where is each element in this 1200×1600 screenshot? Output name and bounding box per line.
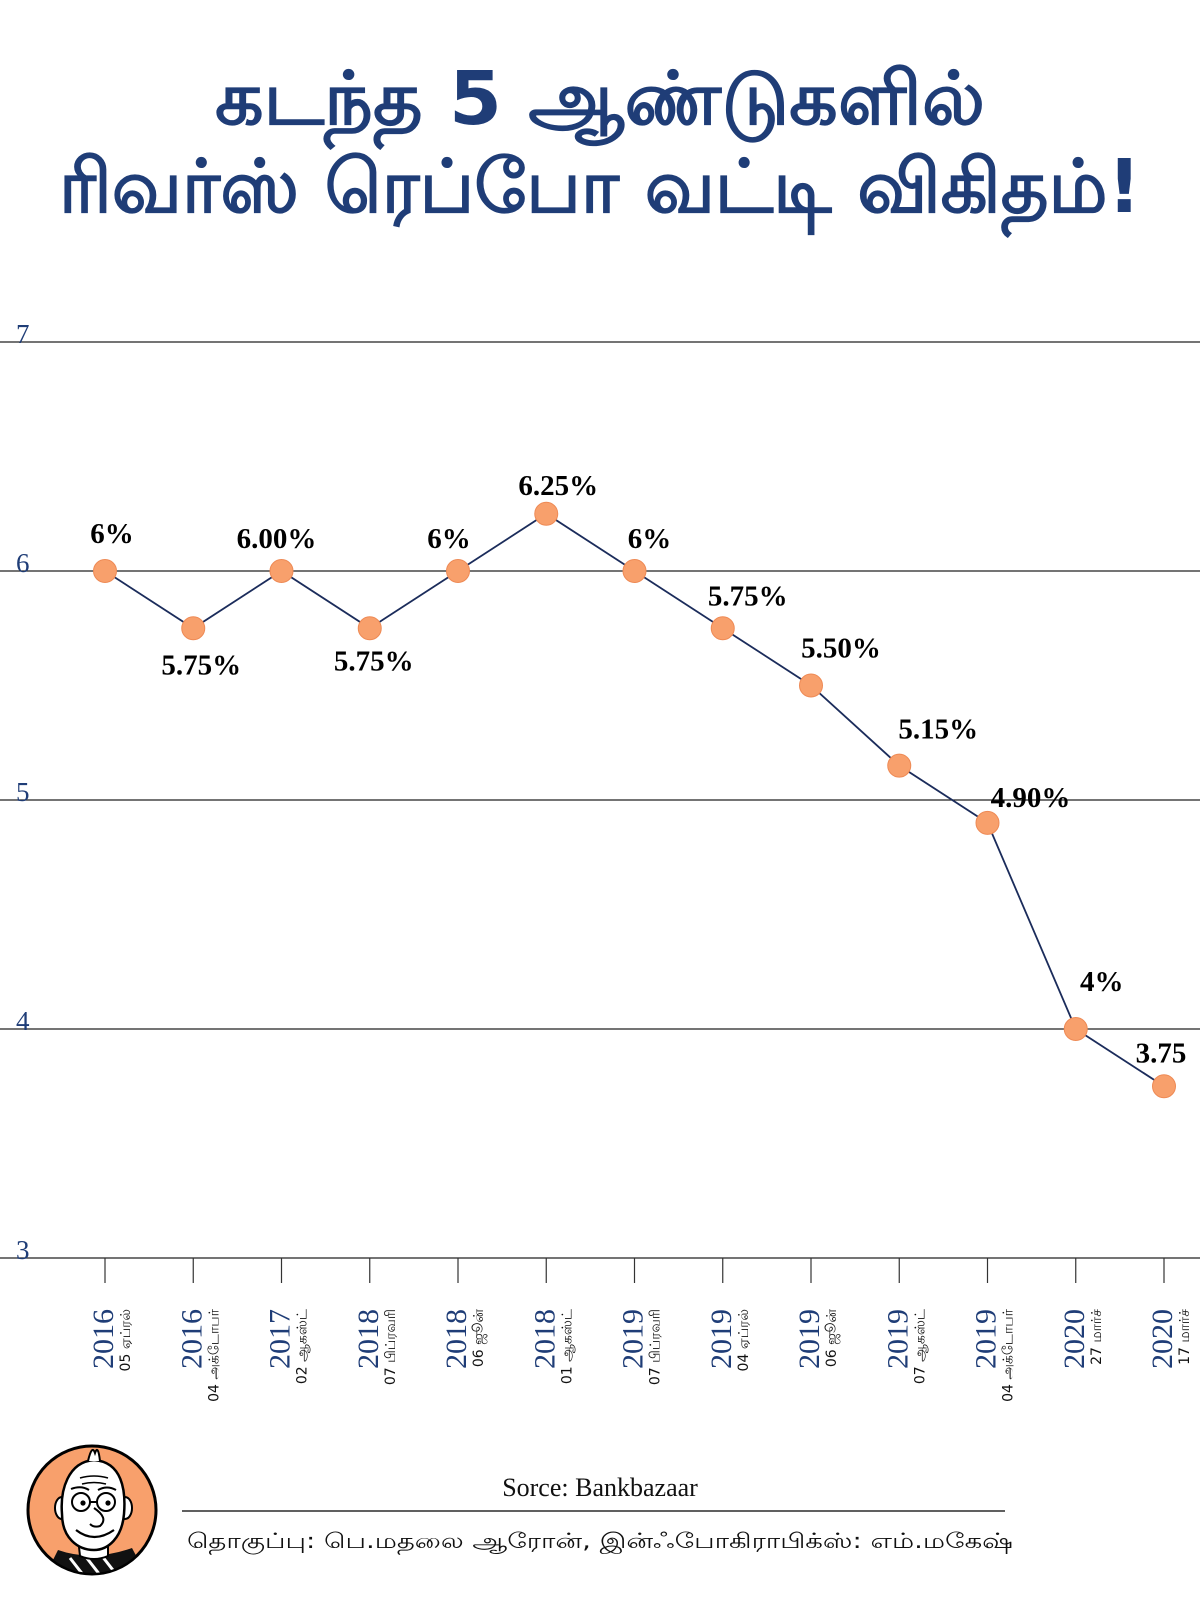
- data-point-marker: [799, 673, 823, 698]
- data-point-marker: [269, 559, 294, 583]
- data-point-marker: [887, 753, 912, 778]
- y-tick-label: 3: [16, 1235, 30, 1265]
- y-tick-label: 7: [16, 319, 30, 349]
- credits-line: தொகுப்பு: பெ.மதலை ஆரோன், இன்ஃபோகிராபிக்ஸ…: [187, 1529, 1013, 1555]
- data-point-marker: [181, 616, 206, 641]
- data-label: 6%: [90, 518, 134, 550]
- x-tick-label-year: 2019: [793, 1309, 826, 1369]
- data-label: 5.15%: [898, 714, 978, 746]
- data-point-marker: [534, 501, 559, 526]
- x-tick-label-year: 2017: [264, 1309, 297, 1369]
- x-tick-label-year: 2019: [705, 1309, 738, 1369]
- x-tick-label-date: 01 ஆகஸ்ட்: [559, 1309, 575, 1384]
- y-tick-label: 4: [16, 1006, 30, 1036]
- y-axis-labels: 7 6 5 4 3: [16, 319, 30, 1265]
- gridlines: [0, 341, 1200, 1259]
- logo-hair-tuft: [87, 1448, 101, 1462]
- data-labels: 6% 5.75% 6.00% 5.75% 6% 6.25% 6% 5.75% 5.50% 5.15…: [90, 470, 1186, 1070]
- data-label: 5.75%: [708, 580, 788, 612]
- x-tick-label-year: 2019: [881, 1309, 914, 1369]
- x-tick-label-year: 2016: [175, 1309, 208, 1369]
- source-note: Sorce: Bankbazaar: [502, 1473, 698, 1502]
- logo-pupil-right: [105, 1500, 111, 1506]
- data-point-marker: [1152, 1074, 1176, 1099]
- x-tick-label-date: 02 ஆகஸ்ட்: [295, 1309, 311, 1384]
- data-label: 6%: [628, 523, 672, 555]
- data-label: 5.75%: [334, 645, 414, 677]
- y-tick-label: 6: [16, 548, 30, 578]
- x-tick-label-date: 07 பிப்ரவரி: [648, 1309, 664, 1385]
- caricature-face-icon: [42, 1448, 150, 1573]
- data-point-marker: [446, 559, 470, 583]
- data-label: 4%: [1080, 966, 1124, 998]
- data-label: 5.75%: [161, 649, 241, 681]
- x-tick-label-date: 06 ஜூன்: [824, 1309, 841, 1368]
- x-tick-label-year: 2019: [617, 1309, 650, 1369]
- x-tick-label-date: 05 ஏப்ரல்: [118, 1309, 134, 1371]
- x-tick-label-date: 27 மார்ச்: [1089, 1309, 1105, 1365]
- logo-forehead-lines: [79, 1475, 109, 1485]
- data-point-marker: [710, 616, 735, 641]
- logo-pupil-left: [80, 1500, 86, 1506]
- x-tick-label-year: 2016: [87, 1309, 120, 1369]
- y-tick-label: 5: [16, 777, 30, 807]
- x-tick-label-year: 2020: [1146, 1309, 1179, 1369]
- data-label: 3.75: [1136, 1037, 1187, 1069]
- x-tick-label-year: 2019: [970, 1309, 1003, 1369]
- data-point-marker: [357, 616, 382, 641]
- data-label: 6.25%: [518, 470, 598, 502]
- x-tick-label-date: 04 அக்டோபர்: [1001, 1308, 1017, 1402]
- x-tick-label-year: 2018: [440, 1309, 473, 1369]
- x-tick-label-date: 06 ஜூன்: [471, 1309, 488, 1368]
- x-tick-label-date: 17 மார்ச்: [1177, 1309, 1193, 1365]
- data-label: 6%: [427, 523, 471, 555]
- x-tick-label-date: 04 ஏப்ரல்: [736, 1309, 752, 1371]
- logo-smile: [75, 1529, 115, 1539]
- x-tick-label-date: 07 ஆகஸ்ட்: [912, 1309, 928, 1384]
- logo: [26, 1444, 158, 1576]
- data-label: 4.90%: [991, 782, 1071, 814]
- x-tick-label-date: 07 பிப்ரவரி: [383, 1309, 399, 1385]
- chart-title-line-2: ரிவர்ஸ் ரெப்போ வட்டி விகிதம்!: [59, 144, 1141, 238]
- chart-title-line-1: கடந்த 5 ஆண்டுகளில்: [215, 56, 985, 151]
- logo-head: [60, 1458, 126, 1552]
- data-point-marker: [975, 810, 1000, 835]
- x-tick-label-year: 2018: [528, 1309, 561, 1369]
- logo-eyebrows: [70, 1486, 117, 1491]
- x-tick-label-year: 2020: [1058, 1309, 1091, 1369]
- x-tick-label-year: 2018: [352, 1309, 385, 1369]
- x-tick-label-date: 04 அக்டோபர்: [206, 1308, 222, 1402]
- data-label: 5.50%: [801, 633, 881, 665]
- data-label: 6.00%: [237, 523, 317, 555]
- rate-series: [93, 501, 1176, 1099]
- data-point-marker: [1063, 1017, 1088, 1041]
- data-point-marker: [622, 559, 647, 583]
- logo-collar: [42, 1548, 150, 1573]
- data-point-marker: [93, 559, 117, 583]
- logo-nose: [89, 1507, 105, 1528]
